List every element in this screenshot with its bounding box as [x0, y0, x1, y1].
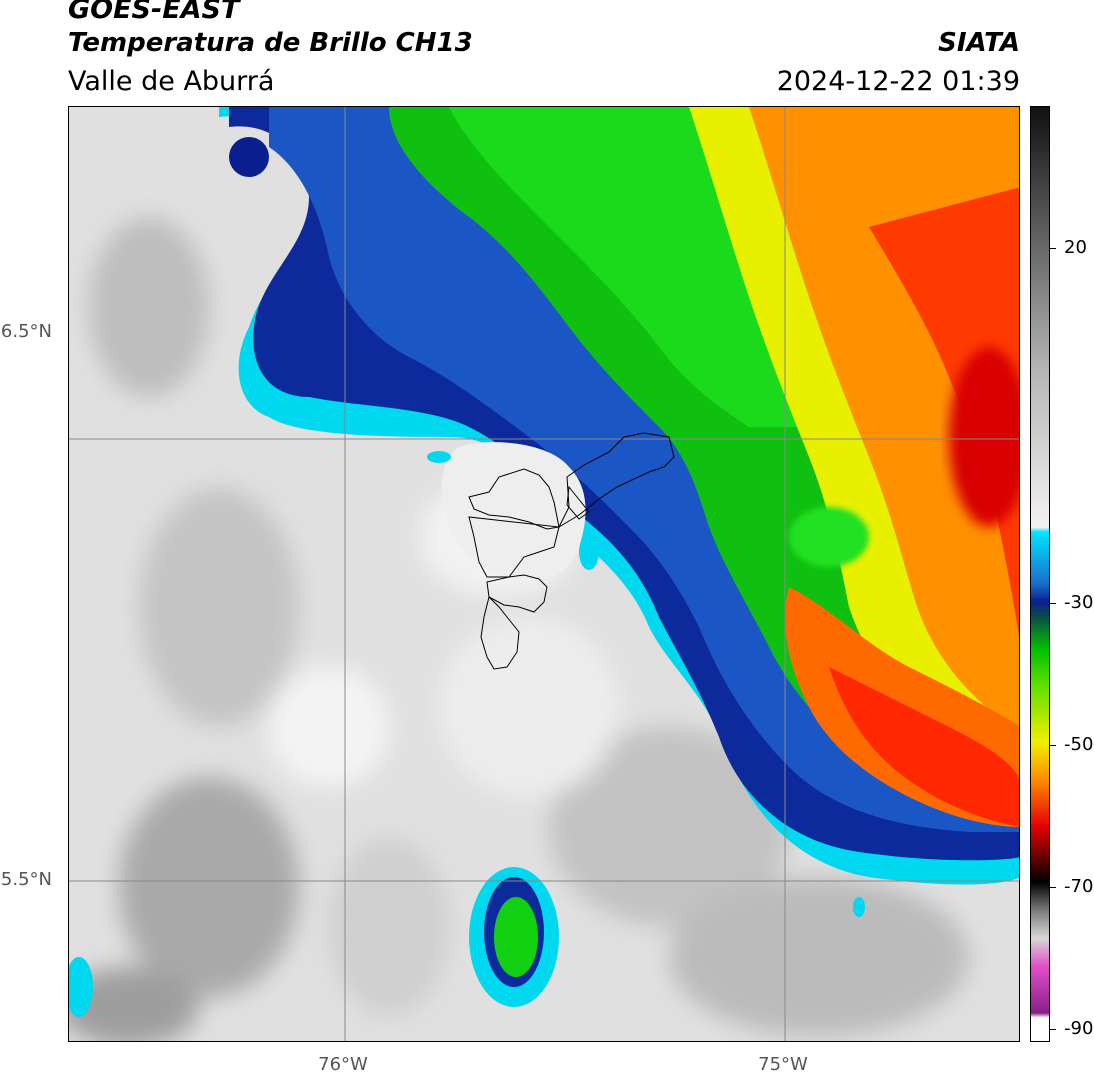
colorbar-label-minus30: -30 [1064, 592, 1094, 613]
convective-cell [469, 867, 559, 1007]
satellite-map [68, 106, 1020, 1042]
lon-label-76W: 76°W [318, 1054, 368, 1075]
colorbar-tick [1050, 603, 1056, 604]
datetime-label: 2024-12-22 01:39 [776, 66, 1020, 97]
gray-texture [69, 217, 969, 1041]
colorbar-tick [1050, 248, 1056, 249]
colorbar-label-minus50: -50 [1064, 734, 1094, 755]
colorbar-label-minus90: -90 [1064, 1018, 1094, 1039]
lat-label-6-5: 6.5°N [0, 321, 52, 342]
colorbar-tick [1050, 887, 1056, 888]
municipal-boundaries [468, 432, 675, 670]
colorbar-label-minus70: -70 [1064, 876, 1094, 897]
colorbar [1030, 106, 1050, 1042]
satellite-title: GOES-EAST [68, 0, 240, 25]
region-label: Valle de Aburrá [68, 66, 275, 97]
lat-label-5-5: 5.5°N [0, 869, 52, 890]
clear-sky-patch [442, 442, 586, 581]
colorbar-label-20: 20 [1064, 237, 1087, 258]
agency-label: SIATA [938, 28, 1020, 58]
colorbar-tick [1050, 1029, 1056, 1030]
lon-label-75W: 75°W [758, 1054, 808, 1075]
cloud-shield [219, 107, 1019, 885]
colorbar-tick [1050, 745, 1056, 746]
product-title: Temperatura de Brillo CH13 [68, 28, 473, 58]
